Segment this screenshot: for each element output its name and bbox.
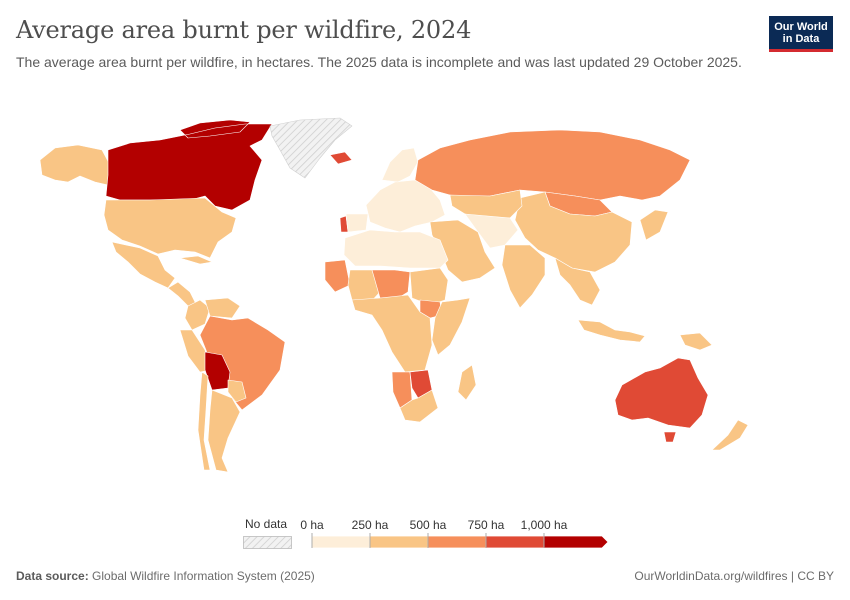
world-map[interactable] <box>0 112 850 512</box>
region-south-africa[interactable] <box>399 389 439 423</box>
region-alaska[interactable] <box>39 144 111 186</box>
region-scandinavia[interactable] <box>381 147 419 183</box>
legend-no-data-label: No data <box>245 517 288 531</box>
logo-line-1: Our World <box>774 21 828 33</box>
legend-swatch-0 <box>311 535 371 549</box>
region-mauritania[interactable] <box>324 259 351 293</box>
legend-swatch-1 <box>369 535 429 549</box>
logo-line-2: in Data <box>782 33 820 45</box>
chart-title: Average area burnt per wildfire, 2024 <box>16 16 472 44</box>
legend-tick-label-3: 750 ha <box>468 518 505 532</box>
region-sudan[interactable] <box>409 267 449 306</box>
region-southeast-asia[interactable] <box>554 257 601 306</box>
region-colombia[interactable] <box>184 299 211 331</box>
region-japan[interactable] <box>639 209 669 241</box>
legend-swatch-3 <box>485 535 545 549</box>
region-canada[interactable] <box>105 119 273 211</box>
region-australia[interactable] <box>614 357 709 429</box>
legend-color-scale: 0 ha 250 ha 500 ha 750 ha 1,000 ha <box>300 518 609 549</box>
region-central-africa[interactable] <box>351 294 433 373</box>
legend-tick-label-4: 1,000 ha <box>521 518 568 532</box>
data-source-text: Global Wildfire Information System (2025… <box>92 569 315 583</box>
region-new-zealand[interactable] <box>711 419 749 451</box>
region-paraguay[interactable] <box>227 379 247 403</box>
region-tasmania[interactable] <box>663 431 677 443</box>
region-madagascar[interactable] <box>457 364 477 401</box>
region-spain[interactable] <box>345 213 369 233</box>
region-papua-new-guinea[interactable] <box>679 332 713 351</box>
region-east-africa[interactable] <box>431 297 471 356</box>
region-united-states[interactable] <box>103 197 237 259</box>
region-venezuela[interactable] <box>204 297 241 319</box>
region-greenland[interactable] <box>269 117 353 179</box>
region-chile[interactable] <box>197 371 211 471</box>
data-source-line: Data source: Global Wildfire Information… <box>16 569 315 583</box>
region-china[interactable] <box>514 191 633 273</box>
region-india[interactable] <box>501 244 546 309</box>
legend-no-data-swatch <box>243 536 292 549</box>
region-argentina[interactable] <box>207 389 241 473</box>
region-europe[interactable] <box>365 179 446 233</box>
legend-tick-label-2: 500 ha <box>410 518 447 532</box>
data-source-label: Data source: <box>16 569 89 583</box>
legend-tick-label-1: 250 ha <box>352 518 389 532</box>
legend-swatch-2 <box>427 535 487 549</box>
region-north-africa[interactable] <box>343 229 449 269</box>
credit-link[interactable]: OurWorldinData.org/wildfires | CC BY <box>634 569 834 583</box>
owid-logo[interactable]: Our World in Data <box>769 16 833 52</box>
legend-tick-label-0: 0 ha <box>300 518 324 532</box>
region-cuba[interactable] <box>179 255 213 265</box>
region-russia[interactable] <box>414 129 691 201</box>
region-central-america[interactable] <box>167 281 197 307</box>
legend-swatch-4 <box>543 535 609 549</box>
region-iceland[interactable] <box>329 151 353 165</box>
region-indonesia[interactable] <box>577 319 646 343</box>
chart-subtitle: The average area burnt per wildfire, in … <box>16 54 742 70</box>
